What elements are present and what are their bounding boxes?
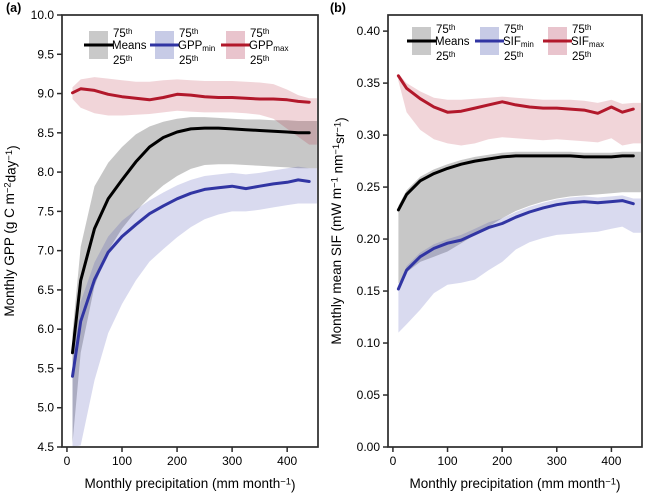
y-tick-label: 5.0 (37, 401, 54, 415)
x-tick-label: 0 (64, 454, 71, 468)
y-tick-label: 0.00 (357, 440, 381, 454)
legend-p75-label: 75th (113, 27, 133, 40)
panel-a: 0 100 200 300 400 4.5 5.0 5.5 6.0 6.5 7.0 7.5 8.0 8.5… (2, 8, 319, 493)
legend: 75thMeans25th75thSIFmin25th75thSIFmax25t… (407, 23, 604, 63)
y-tick-label: 0.20 (357, 232, 381, 246)
legend-p75-label: 75th (436, 23, 456, 36)
y-tick-label: 7.0 (37, 244, 54, 258)
panel-label-b: (b) (330, 1, 346, 15)
legend-p25-label: 25th (113, 54, 133, 67)
y-tick-label: 8.5 (37, 126, 54, 140)
y-tick-label: 10.0 (31, 8, 55, 22)
legend-series-label: Means (112, 40, 147, 52)
y-tick-label: 9.5 (37, 47, 54, 61)
y-tick-label: 0.25 (357, 180, 381, 194)
y-tick-label: 6.5 (37, 283, 54, 297)
y-tick-label: 5.5 (37, 361, 54, 375)
x-tick-label: 300 (222, 454, 242, 468)
x-axis-title: Monthly precipitation (mm month−1) (84, 476, 295, 493)
legend-p25-label: 25th (250, 54, 270, 67)
x-axis-title: Monthly precipitation (mm month−1) (409, 476, 620, 493)
legend-p75-label: 75th (250, 27, 270, 40)
y-tick-label: 0.35 (357, 76, 381, 90)
y-tick-label: 7.5 (37, 204, 54, 218)
sif-means-line (396, 154, 635, 212)
y-tick-label: 0.10 (357, 336, 381, 350)
sif-min-band (398, 195, 641, 333)
gpp-min-line (71, 178, 311, 378)
gpp-means-line (71, 126, 311, 355)
gpp-min-band (72, 166, 317, 447)
legend-p75-label: 75th (504, 23, 524, 36)
panel-label-a: (a) (6, 1, 22, 15)
y-axis-title: Monthly GPP (g C m−2day−1) (2, 145, 20, 316)
x-tick-label: 100 (438, 454, 458, 468)
x-tick-label: 0 (390, 454, 397, 468)
legend-series-label: SIFmax (571, 36, 604, 49)
x-tick-label: 100 (112, 454, 132, 468)
sif-means-band (398, 151, 641, 284)
y-tick-label: 4.5 (37, 440, 54, 454)
x-tick-label: 200 (167, 454, 187, 468)
legend-series-label: SIFmin (503, 36, 534, 49)
x-tick-label: 300 (547, 454, 567, 468)
y-tick-label: 8.0 (37, 165, 54, 179)
y-tick-label: 0.05 (357, 388, 381, 402)
y-tick-label: 0.40 (357, 24, 381, 38)
sif-max-band (398, 73, 641, 146)
legend-series-label: GPPmin (178, 40, 215, 53)
legend-series-label: GPPmax (249, 40, 289, 53)
legend-p25-label: 25th (436, 50, 456, 63)
legend-p75-label: 75th (572, 23, 592, 36)
plot-frame (387, 14, 643, 448)
y-tick-label: 0.15 (357, 284, 381, 298)
x-tick-label: 400 (601, 454, 621, 468)
x-tick-label: 200 (492, 454, 512, 468)
legend-p25-label: 25th (179, 54, 199, 67)
panel-b: 0 100 200 300 400 0.00 0.05 0.10 0.15 0.20 0.25 0.3… (329, 14, 643, 493)
x-tick-label: 400 (277, 454, 297, 468)
gpp-means-band (72, 117, 317, 444)
y-tick-label: 9.0 (37, 87, 54, 101)
plot-frame (61, 14, 319, 448)
y-axis-title: Monthly mean SIF (mW m−1 nm−1sr−1) (329, 117, 349, 344)
y-tick-label: 6.0 (37, 322, 54, 336)
legend-p25-label: 25th (504, 50, 524, 63)
y-tick-label: 0.30 (357, 128, 381, 142)
gpp-max-band (72, 77, 317, 145)
sif-max-line (396, 74, 635, 115)
legend-p25-label: 25th (572, 50, 592, 63)
gpp-max-line (71, 87, 311, 104)
legend-p75-label: 75th (179, 27, 199, 40)
legend-series-label: Means (435, 36, 470, 48)
sif-min-line (396, 199, 635, 291)
legend: 75thMeans25th75thGPPmin25th75thGPPmax25t… (84, 27, 289, 67)
